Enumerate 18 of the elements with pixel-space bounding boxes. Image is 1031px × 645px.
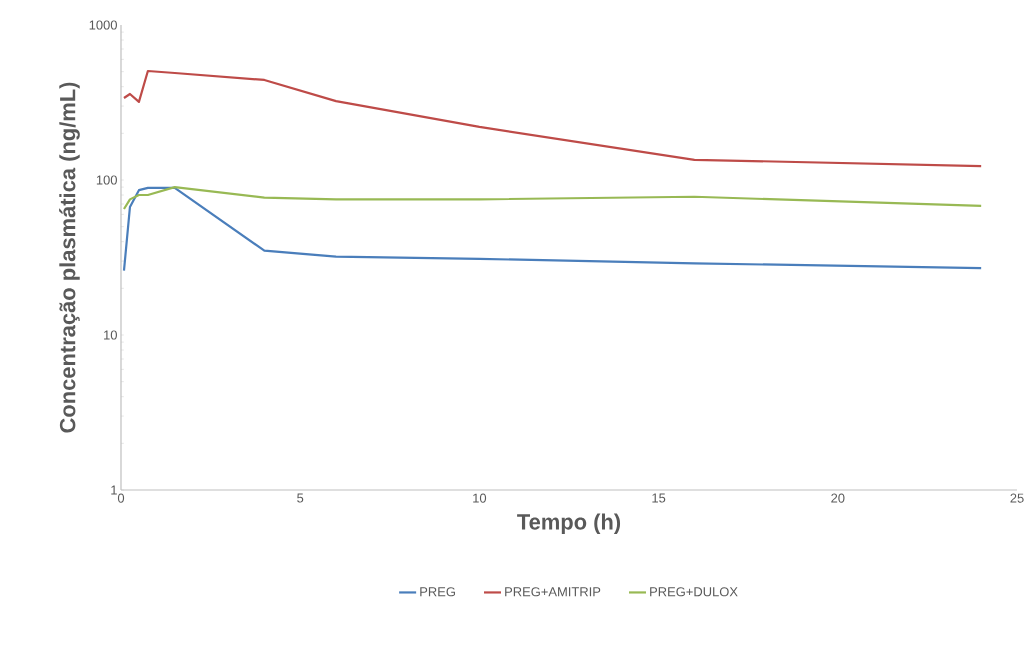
x-tick-label: 0 — [117, 493, 125, 503]
legend-label: PREG — [420, 587, 455, 597]
line-series — [122, 185, 983, 211]
y-tick-label: 10 — [104, 330, 117, 340]
line-series — [122, 69, 983, 168]
legend-label: PREG+DULOX — [650, 587, 738, 597]
y-axis-title: Concentração plasmática (ng/mL) — [59, 82, 80, 433]
x-tick-label: 15 — [652, 493, 666, 503]
y-tick-label: 1 — [111, 485, 117, 495]
legend-label: PREG+AMITRIP — [505, 587, 601, 597]
x-tick-label: 25 — [1010, 493, 1024, 503]
x-tick-label: 5 — [297, 493, 304, 503]
y-tick-label: 1000 — [89, 20, 117, 30]
x-tick-label: 10 — [473, 493, 487, 503]
line-series — [122, 186, 983, 272]
x-tick-label: 20 — [831, 493, 845, 503]
y-tick-label: 100 — [96, 175, 117, 185]
x-axis-title: Tempo (h) — [517, 513, 621, 534]
